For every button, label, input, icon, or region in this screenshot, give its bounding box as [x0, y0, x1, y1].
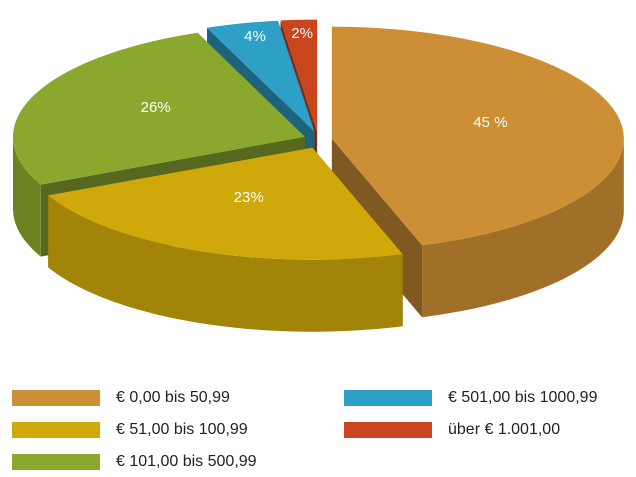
legend-label: € 501,00 bis 1000,99	[448, 389, 598, 406]
slice-top	[280, 19, 318, 132]
slice-top	[48, 147, 403, 260]
slice-side	[12, 136, 41, 257]
slice-side	[422, 138, 624, 318]
legend-swatch	[12, 390, 100, 406]
legend-swatch	[12, 422, 100, 438]
slice-top	[12, 32, 305, 185]
data-label: 26%	[141, 99, 171, 116]
legend-label: über € 1.001,00	[448, 421, 560, 438]
data-label: 45 %	[473, 114, 507, 131]
slice-top	[331, 26, 624, 246]
data-label: 23%	[234, 189, 264, 206]
legend-label: € 51,00 bis 100,99	[116, 421, 248, 438]
data-label: 4%	[244, 28, 266, 45]
slice-side	[48, 195, 403, 332]
legend-label: € 0,00 bis 50,99	[116, 389, 230, 406]
data-label: 2%	[291, 25, 313, 42]
slice: 23%	[48, 147, 403, 332]
legend-label: € 101,00 bis 500,99	[116, 453, 257, 470]
legend-swatch	[12, 454, 100, 470]
slice-top	[207, 20, 315, 132]
legend-swatch	[344, 390, 432, 406]
legend-swatch	[344, 422, 432, 438]
